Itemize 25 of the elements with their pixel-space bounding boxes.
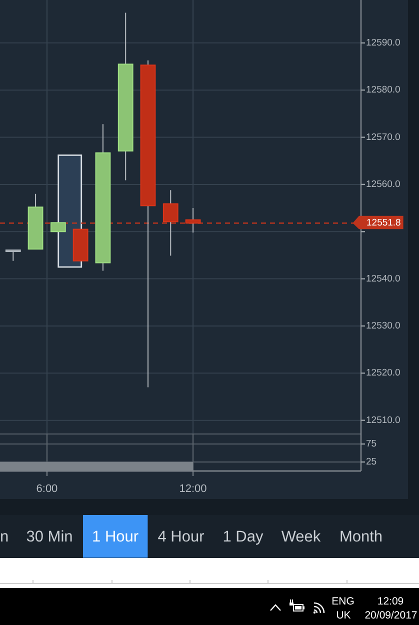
text: ENG bbox=[332, 596, 354, 608]
y-tick-label: 12540.0 bbox=[366, 273, 400, 284]
text: 30 Min bbox=[26, 528, 73, 546]
candlestick bbox=[5, 250, 21, 262]
x-tick-label: 12:00 bbox=[179, 483, 207, 495]
text: Week bbox=[281, 528, 321, 546]
text: 12:09 bbox=[377, 596, 404, 608]
text: UK bbox=[336, 610, 351, 622]
y-tick-label: 12530.0 bbox=[366, 320, 400, 332]
y-tick-label: 12590.0 bbox=[366, 37, 400, 48]
text: 1 Day bbox=[222, 528, 264, 546]
y-tick-label: 12520.0 bbox=[366, 368, 400, 379]
text: n bbox=[0, 528, 9, 546]
y-tick-label: 12560.0 bbox=[366, 178, 400, 190]
x-tick-label: 6:00 bbox=[36, 483, 58, 495]
y-tick-label: 75 bbox=[366, 438, 377, 450]
y-tick-label: 12580.0 bbox=[366, 84, 400, 96]
text: 4 Hour bbox=[158, 528, 204, 546]
y-tick-label: 12570.0 bbox=[366, 132, 400, 143]
text: Month bbox=[339, 528, 383, 546]
y-tick-label: 25 bbox=[366, 456, 377, 468]
ref-line-label: 12551.8 bbox=[366, 218, 401, 229]
text: 1 Hour bbox=[92, 528, 139, 546]
y-tick-label: 12510.0 bbox=[366, 414, 400, 426]
text: 20/09/2017 bbox=[364, 610, 418, 622]
